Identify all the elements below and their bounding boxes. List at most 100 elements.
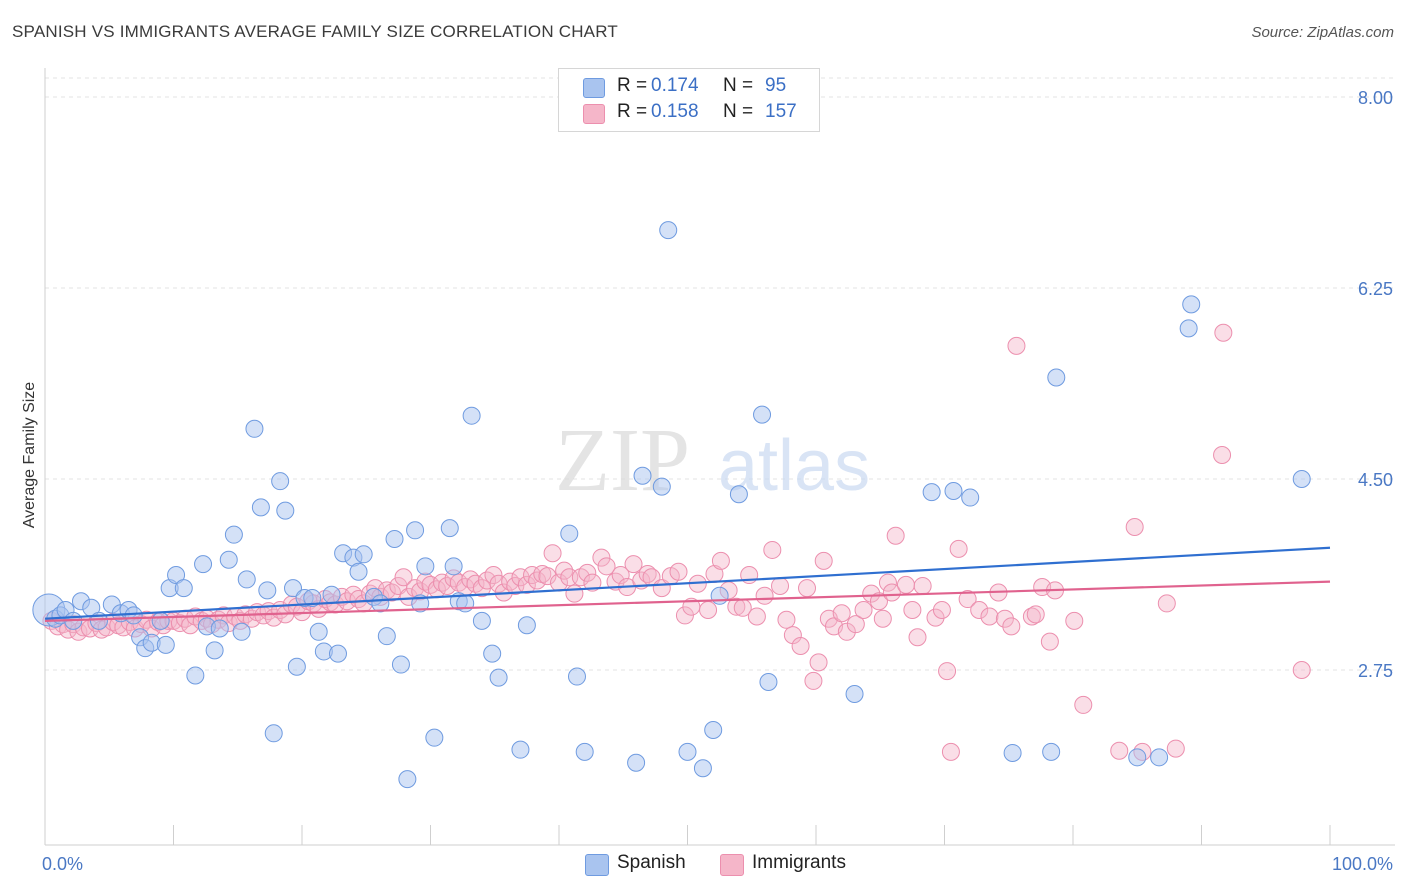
- point-spanish: [210, 619, 229, 638]
- point-spanish: [710, 586, 729, 605]
- point-immigrants: [896, 575, 915, 594]
- point-spanish: [517, 616, 536, 635]
- point-immigrants: [771, 576, 790, 595]
- bottom-legend-swatch-spanish: [585, 854, 609, 876]
- point-immigrants: [624, 555, 643, 574]
- point-immigrants: [804, 671, 823, 690]
- point-spanish: [219, 550, 238, 569]
- point-spanish: [425, 728, 444, 747]
- point-immigrants: [878, 573, 897, 592]
- point-immigrants: [777, 610, 796, 629]
- stats-legend: R = 0.174 N = 95 R = 0.158 N = 157: [558, 68, 820, 132]
- point-spanish: [961, 488, 980, 507]
- y-tick-label: 4.50: [1358, 470, 1393, 490]
- point-spanish: [1182, 295, 1201, 314]
- point-immigrants: [908, 628, 927, 647]
- point-spanish: [328, 644, 347, 663]
- point-immigrants: [1074, 695, 1093, 714]
- legend-r-label: R =: [617, 101, 648, 122]
- point-immigrants: [1026, 605, 1045, 624]
- point-spanish: [489, 668, 508, 687]
- point-spanish: [1047, 368, 1066, 387]
- point-spanish: [284, 579, 303, 598]
- point-immigrants: [1002, 617, 1021, 636]
- point-spanish: [444, 557, 463, 576]
- point-spanish: [483, 644, 502, 663]
- point-immigrants: [958, 590, 977, 609]
- tick-labels: 2.75 4.50 6.25 8.00 0.0% 100.0%: [42, 88, 1393, 874]
- point-immigrants: [1166, 739, 1185, 758]
- point-immigrants: [543, 544, 562, 563]
- point-spanish: [729, 485, 748, 504]
- point-immigrants: [814, 551, 833, 570]
- legend-swatch-spanish: [583, 78, 605, 98]
- point-spanish: [287, 657, 306, 676]
- point-spanish: [659, 221, 678, 240]
- point-immigrants: [913, 576, 932, 595]
- point-immigrants: [995, 609, 1014, 628]
- point-spanish: [398, 770, 417, 789]
- point-immigrants: [882, 583, 901, 602]
- point-immigrants: [886, 526, 905, 545]
- point-immigrants: [1292, 661, 1311, 679]
- point-immigrants: [438, 576, 457, 595]
- point-immigrants: [669, 562, 688, 581]
- point-immigrants: [1040, 632, 1059, 651]
- point-immigrants: [791, 636, 810, 655]
- legend-n-label: N =: [723, 75, 754, 96]
- point-spanish: [678, 742, 697, 761]
- legend-row-spanish: R = 0.174 N = 95: [559, 75, 819, 101]
- y-tick-label: 8.00: [1358, 88, 1393, 108]
- point-immigrants: [517, 575, 536, 594]
- point-immigrants: [926, 608, 945, 627]
- legend-r-label: R =: [617, 75, 648, 96]
- point-spanish: [1003, 743, 1022, 762]
- x-tick-label: 100.0%: [1332, 854, 1393, 874]
- point-spanish: [251, 498, 270, 517]
- legend-n-value: 95: [765, 75, 787, 96]
- bottom-legend-label: Spanish: [617, 852, 686, 873]
- point-immigrants: [484, 566, 503, 585]
- point-spanish: [205, 641, 224, 660]
- point-immigrants: [592, 548, 611, 567]
- point-immigrants: [938, 662, 957, 681]
- point-immigrants: [578, 563, 597, 582]
- point-immigrants: [970, 600, 989, 619]
- point-spanish: [258, 581, 277, 600]
- point-spanish: [186, 666, 205, 685]
- point-spanish: [237, 570, 256, 589]
- bottom-legend-swatch-immigrants: [720, 854, 744, 876]
- point-immigrants: [1213, 445, 1232, 464]
- chart-title: SPANISH VS IMMIGRANTS AVERAGE FAMILY SIZ…: [12, 22, 618, 41]
- point-immigrants: [854, 600, 873, 619]
- point-spanish: [1128, 748, 1147, 767]
- point-immigrants: [832, 604, 851, 623]
- point-spanish: [922, 483, 941, 502]
- point-spanish: [303, 588, 322, 607]
- point-immigrants: [980, 607, 999, 626]
- point-spanish: [385, 530, 404, 549]
- point-spanish: [759, 673, 778, 692]
- point-immigrants: [699, 600, 718, 619]
- point-spanish: [224, 525, 243, 544]
- point-spanish: [633, 466, 652, 485]
- point-spanish: [309, 622, 328, 641]
- point-spanish: [232, 622, 251, 641]
- point-spanish: [349, 562, 368, 581]
- point-spanish: [416, 557, 435, 576]
- point-spanish: [440, 519, 459, 538]
- point-immigrants: [1007, 336, 1026, 355]
- legend-r-value: 0.158: [651, 101, 699, 122]
- legend-r-value: 0.174: [651, 75, 699, 96]
- point-immigrants: [809, 653, 828, 672]
- point-immigrants: [949, 539, 968, 558]
- point-spanish: [704, 721, 723, 740]
- point-spanish: [377, 627, 396, 646]
- y-tick-label: 6.25: [1358, 279, 1393, 299]
- point-spanish: [124, 606, 143, 625]
- point-spanish: [575, 742, 594, 761]
- watermark-zip: ZIP: [555, 411, 690, 510]
- point-immigrants: [846, 615, 865, 634]
- point-immigrants: [382, 583, 401, 602]
